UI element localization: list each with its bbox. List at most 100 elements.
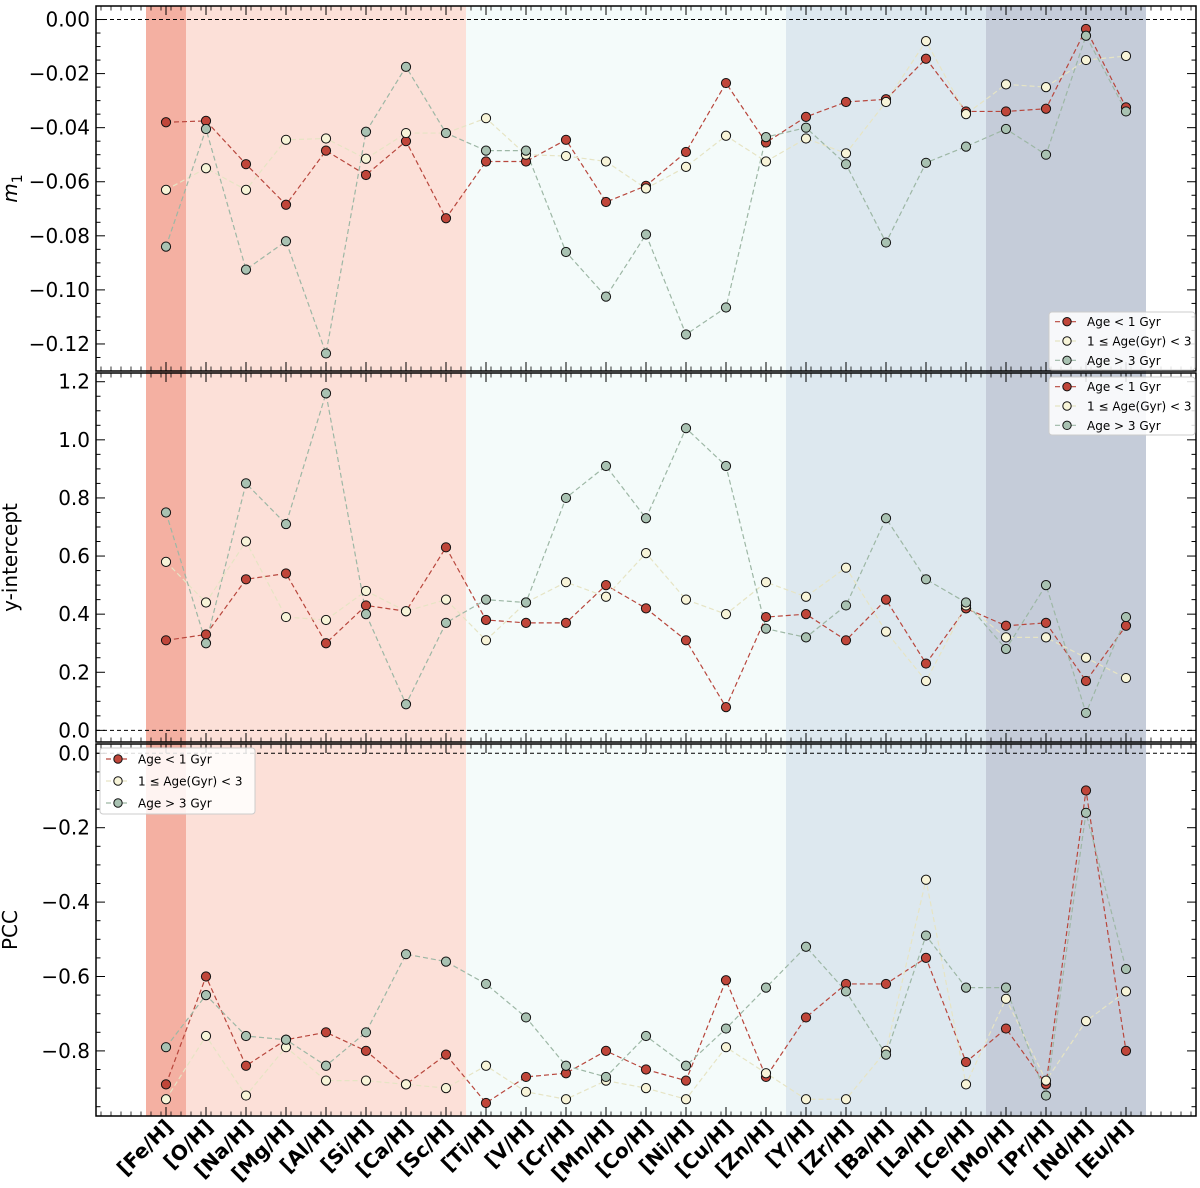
data-point xyxy=(440,594,452,605)
data-point xyxy=(160,184,172,195)
data-point xyxy=(680,1075,692,1086)
data-point xyxy=(600,156,612,167)
data-point xyxy=(440,1083,452,1094)
data-point xyxy=(1120,50,1132,62)
legend-label: Age > 3 Gyr xyxy=(138,797,212,811)
legend-box xyxy=(1048,311,1196,371)
data-point xyxy=(600,460,612,472)
data-point xyxy=(880,513,892,524)
data-point xyxy=(320,145,332,156)
data-point xyxy=(440,1049,452,1060)
data-point xyxy=(920,157,932,168)
y-tick-label: −0.10 xyxy=(29,278,90,302)
data-point xyxy=(400,606,412,617)
data-point xyxy=(200,629,212,640)
data-point xyxy=(1040,1090,1052,1101)
data-point xyxy=(840,986,852,997)
data-point xyxy=(640,1083,652,1094)
data-point xyxy=(640,603,652,614)
data-point xyxy=(280,611,292,623)
legend-label: 1 ≤ Age(Gyr) < 3 xyxy=(1087,335,1192,349)
data-point xyxy=(360,126,372,137)
data-point xyxy=(960,982,972,993)
data-point xyxy=(560,492,572,504)
data-point xyxy=(1120,106,1132,117)
legend-label: 1 ≤ Age(Gyr) < 3 xyxy=(138,775,243,789)
data-point xyxy=(760,132,772,143)
data-point xyxy=(280,134,292,145)
data-point xyxy=(160,1094,172,1105)
data-point xyxy=(800,941,812,952)
data-point xyxy=(240,536,252,547)
data-point xyxy=(1000,643,1012,655)
data-point xyxy=(880,626,892,637)
data-point xyxy=(840,1094,852,1105)
data-point xyxy=(800,609,812,620)
data-point xyxy=(520,145,532,156)
reference-lines xyxy=(96,19,1196,754)
group-bands xyxy=(146,6,1146,1116)
y-tick-label: 0.0 xyxy=(58,741,90,765)
data-point xyxy=(440,127,452,139)
data-point xyxy=(720,702,732,713)
data-point xyxy=(480,1097,492,1109)
data-point xyxy=(480,1060,492,1071)
y-tick-label: 0.2 xyxy=(58,660,90,684)
data-point xyxy=(960,141,972,152)
data-point xyxy=(320,1027,332,1038)
data-point xyxy=(1040,103,1052,114)
data-point xyxy=(600,591,612,602)
data-point xyxy=(600,1045,612,1057)
data-point xyxy=(320,614,332,626)
data-point xyxy=(1120,963,1132,975)
data-point xyxy=(600,1071,612,1083)
data-point xyxy=(640,229,652,240)
data-point xyxy=(1080,652,1092,663)
data-point xyxy=(280,568,292,579)
data-point xyxy=(480,635,492,646)
data-point xyxy=(960,597,972,608)
data-point xyxy=(960,1056,972,1068)
data-point xyxy=(1080,30,1092,41)
data-point xyxy=(240,1090,252,1101)
data-point xyxy=(520,1012,532,1023)
data-point xyxy=(480,614,492,626)
data-point xyxy=(920,36,932,47)
data-point xyxy=(440,617,452,628)
data-point xyxy=(720,77,732,89)
data-point xyxy=(360,1045,372,1057)
data-point xyxy=(160,507,172,518)
data-point xyxy=(760,156,772,167)
data-point xyxy=(1080,785,1092,796)
data-point xyxy=(1000,106,1012,117)
group-band xyxy=(186,6,466,1116)
y-axis-label: m1 xyxy=(0,174,26,202)
data-point xyxy=(360,1075,372,1086)
data-point xyxy=(1120,672,1132,684)
legend-label: Age < 1 Gyr xyxy=(1087,315,1161,329)
data-point xyxy=(520,597,532,608)
data-point xyxy=(1080,1016,1092,1027)
data-point xyxy=(680,594,692,605)
data-point xyxy=(320,1075,332,1086)
data-point xyxy=(920,952,932,964)
data-point xyxy=(1040,580,1052,591)
legend-label: Age > 3 Gyr xyxy=(1087,354,1161,368)
data-point xyxy=(880,237,892,248)
data-point xyxy=(360,585,372,597)
data-point xyxy=(320,133,332,144)
data-point xyxy=(240,184,252,195)
data-point xyxy=(280,1034,292,1045)
data-point xyxy=(160,241,172,252)
data-point xyxy=(1120,1045,1132,1057)
data-point xyxy=(1040,82,1052,93)
data-point xyxy=(680,1094,692,1105)
data-point xyxy=(640,1030,652,1042)
data-point xyxy=(760,623,772,634)
y-tick-label: −0.06 xyxy=(29,170,90,194)
data-point xyxy=(1000,1023,1012,1034)
data-point xyxy=(320,388,332,399)
data-point xyxy=(840,148,852,159)
data-point xyxy=(400,127,412,139)
data-point xyxy=(400,61,412,72)
